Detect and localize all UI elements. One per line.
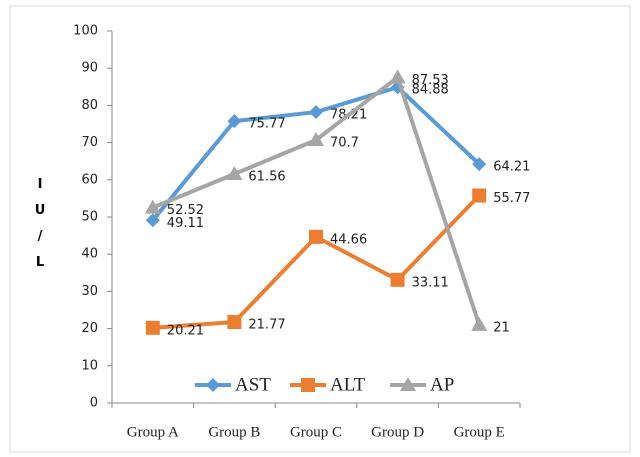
marker bbox=[301, 378, 315, 392]
y-tick-label: 50 bbox=[81, 210, 98, 225]
marker bbox=[144, 199, 161, 214]
x-tick-label: Group B bbox=[208, 424, 260, 440]
y-tick-label: 20 bbox=[81, 321, 98, 336]
y-tick-label: 100 bbox=[73, 24, 98, 39]
data-label: 52.52 bbox=[167, 203, 204, 218]
y-tick-label: 10 bbox=[81, 358, 98, 373]
data-label: 21 bbox=[493, 320, 510, 335]
data-label: 33.11 bbox=[412, 275, 449, 290]
y-tick-label: 40 bbox=[81, 247, 98, 262]
marker bbox=[145, 320, 160, 335]
y-tick-label: 60 bbox=[81, 172, 98, 187]
y-tick-label: 0 bbox=[90, 396, 98, 411]
marker bbox=[227, 114, 242, 129]
data-label: 87.53 bbox=[412, 73, 449, 88]
legend-label: ALT bbox=[330, 374, 366, 395]
marker bbox=[227, 315, 242, 330]
data-label: 61.56 bbox=[248, 169, 285, 184]
x-tick-label: Group E bbox=[454, 424, 505, 440]
marker bbox=[206, 378, 220, 392]
data-label: 55.77 bbox=[493, 191, 530, 206]
data-label: 49.11 bbox=[167, 216, 204, 231]
marker bbox=[308, 131, 324, 146]
marker bbox=[145, 213, 160, 228]
x-tick-label: Group C bbox=[290, 424, 342, 440]
chart-frame bbox=[9, 5, 631, 453]
data-label: 21.77 bbox=[248, 318, 285, 333]
data-label: 75.77 bbox=[248, 117, 285, 132]
marker bbox=[309, 105, 323, 120]
marker bbox=[309, 229, 323, 244]
marker bbox=[471, 316, 488, 331]
x-tick-label: Group D bbox=[371, 424, 424, 440]
marker bbox=[472, 188, 487, 203]
y-tick-label: 70 bbox=[81, 135, 98, 150]
marker bbox=[472, 157, 487, 172]
marker bbox=[400, 377, 416, 391]
legend-label: AP bbox=[430, 374, 454, 395]
y-tick-label: 90 bbox=[81, 61, 98, 76]
y-tick-label: 80 bbox=[81, 98, 98, 113]
marker bbox=[390, 272, 405, 287]
legend-label: AST bbox=[235, 374, 271, 395]
x-tick-label: Group A bbox=[127, 424, 179, 440]
data-label: 64.21 bbox=[493, 160, 530, 175]
y-axis-label: I U / L bbox=[34, 177, 46, 270]
y-tick-label: 30 bbox=[81, 284, 98, 299]
data-label: 44.66 bbox=[330, 232, 367, 247]
data-label: 70.7 bbox=[330, 135, 359, 150]
data-label: 84.88 bbox=[412, 83, 449, 98]
marker bbox=[226, 165, 243, 180]
marker bbox=[389, 69, 406, 84]
data-label: 20.21 bbox=[167, 323, 204, 338]
